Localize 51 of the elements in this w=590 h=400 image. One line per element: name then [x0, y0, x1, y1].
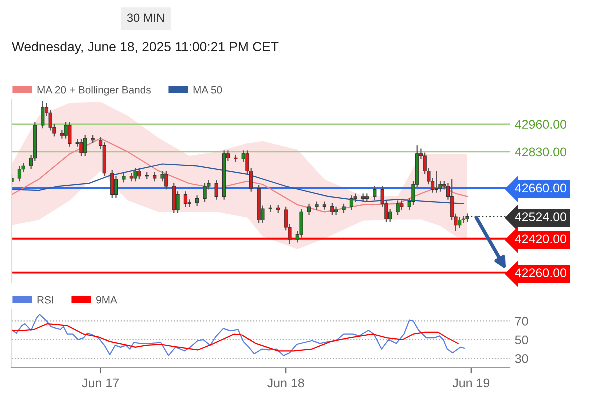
candlestick: [184, 191, 188, 208]
candlestick: [322, 201, 327, 210]
legend-label: RSI: [38, 296, 54, 304]
y-tick-label: 42260.00: [515, 268, 567, 278]
candlestick: [400, 200, 404, 211]
line-series: [12, 323, 459, 352]
x-tick-label: Jun 19: [452, 378, 490, 388]
x-tick-label: Jun 18: [268, 378, 304, 388]
y-tick-label: 42960.00: [515, 120, 567, 130]
candlestick: [361, 193, 366, 203]
candlestick: [18, 166, 22, 182]
candlestick: [114, 176, 118, 199]
y-tick-label: 30: [515, 354, 528, 364]
candlestick: [203, 182, 207, 203]
candlestick: [434, 170, 438, 194]
candlestick: [330, 202, 334, 216]
candlestick: [138, 168, 142, 180]
line-series: [12, 164, 464, 204]
y-tick-label: 42420.00: [515, 234, 567, 244]
line-series: [12, 314, 465, 356]
candlestick: [300, 208, 304, 238]
chart-subtitle: Wednesday, June 18, 2025 11:00:21 PM CET: [12, 42, 279, 54]
candlestick: [373, 186, 377, 201]
x-tick-label: Jun 17: [82, 378, 119, 388]
y-tick-label: 50: [515, 336, 528, 345]
candlestick: [172, 182, 176, 214]
candlestick: [396, 200, 400, 216]
y-tick-label: 42660.00: [515, 184, 567, 193]
candlestick: [342, 203, 346, 214]
candlestick: [350, 195, 354, 211]
candlestick: [122, 172, 126, 184]
candlestick: [153, 172, 157, 182]
candlestick: [41, 100, 45, 130]
y-tick-label: 70: [516, 317, 528, 326]
legend-label: MA 50: [194, 86, 222, 94]
candlestick: [458, 216, 462, 230]
candlestick: [214, 180, 218, 200]
y-tick-label: 42830.00: [515, 148, 567, 157]
candlestick: [110, 170, 114, 199]
candlestick: [195, 195, 200, 207]
candlestick: [307, 203, 312, 216]
candlestick: [134, 168, 138, 182]
line-series: [12, 138, 468, 213]
candlestick: [84, 134, 88, 157]
candlestick: [80, 138, 84, 157]
candlestick: [164, 170, 168, 190]
legend-label: 9MA: [96, 296, 118, 304]
text: 30 MIN: [127, 14, 164, 22]
y-tick-label: 42524.00: [515, 212, 567, 222]
legend-label: MA 20 + Bollinger Bands: [38, 86, 151, 96]
candlestick: [68, 122, 72, 148]
